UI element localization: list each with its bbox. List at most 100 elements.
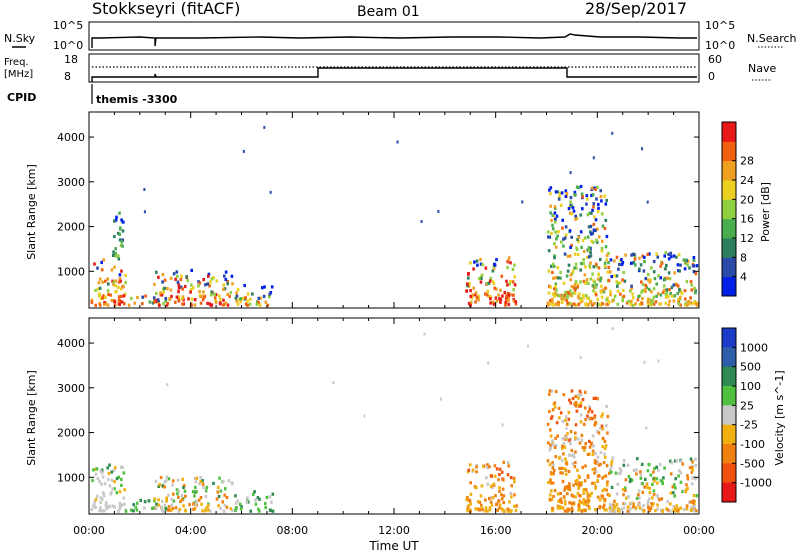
power-cell: [587, 302, 590, 306]
power-cell: [646, 200, 649, 204]
power-ytick-label: 4000: [57, 131, 85, 144]
velocity-cell: [199, 496, 203, 500]
power-cell: [264, 300, 268, 304]
power-cell: [590, 193, 593, 197]
power-cell: [111, 253, 115, 257]
velocity-cell: [180, 493, 184, 498]
velocity-cell: [652, 493, 656, 497]
power-cell: [679, 303, 682, 307]
velocity-cell: [576, 468, 579, 472]
velocity-cell: [478, 508, 482, 512]
velocity-cell: [550, 472, 553, 476]
velocity-cell: [471, 468, 475, 472]
power-cell: [90, 300, 94, 304]
power-cell: [169, 288, 173, 292]
power-colorbar-seg: [722, 122, 736, 142]
velocity-cell: [549, 481, 553, 485]
velocity-cell: [91, 478, 94, 483]
power-cell: [467, 301, 471, 306]
power-cell: [521, 200, 524, 204]
power-cell: [601, 288, 605, 292]
time-xaxis: 00:00 04:00 08:00 12:00 16:00 20:00 00:00: [73, 524, 715, 537]
power-cell: [591, 208, 594, 212]
velocity-cell: [101, 475, 105, 479]
velocity-cell: [640, 462, 644, 466]
velocity-cell: [571, 494, 575, 498]
velocity-cell: [596, 459, 599, 464]
velocity-cell: [548, 389, 552, 393]
power-cell: [467, 272, 470, 276]
velocity-cell: [685, 507, 689, 511]
power-cell: [156, 298, 160, 302]
power-cell: [554, 282, 558, 286]
velocity-cell: [199, 476, 202, 480]
velocity-cell: [498, 503, 502, 507]
velocity-cell: [550, 389, 554, 393]
velocity-cell: [497, 478, 500, 482]
velocity-cell: [502, 501, 505, 505]
power-cell: [112, 282, 115, 286]
velocity-cell: [593, 467, 597, 471]
velocity-cell: [672, 508, 675, 512]
power-cell: [589, 300, 593, 304]
power-cell: [549, 299, 552, 303]
power-cell: [625, 301, 629, 305]
velocity-cell: [661, 509, 664, 513]
velocity-cell: [606, 480, 609, 484]
velocity-cell: [176, 478, 180, 482]
velocity-cell: [551, 466, 555, 470]
velocity-cell: [100, 482, 103, 486]
power-cell: [594, 285, 597, 289]
power-cell: [605, 258, 608, 262]
power-cell: [512, 293, 515, 297]
power-cell: [562, 244, 565, 248]
velocity-cell: [143, 500, 147, 504]
power-colorbar-frame: [721, 121, 737, 297]
power-cell: [673, 271, 676, 275]
power-cell: [113, 234, 116, 239]
velocity-cell: [486, 509, 489, 513]
power-cell: [669, 291, 672, 296]
power-cell: [589, 254, 593, 258]
power-cell: [110, 268, 114, 272]
power-cell: [566, 301, 569, 305]
power-cell: [550, 264, 553, 268]
power-cell: [494, 296, 498, 300]
velocity-cell: [502, 494, 506, 498]
velocity-cell: [494, 494, 497, 498]
power-cell: [571, 206, 575, 210]
power-cell: [495, 287, 498, 291]
power-cell: [93, 262, 96, 266]
power-cell: [652, 295, 656, 299]
power-cell: [605, 198, 608, 203]
power-cell: [115, 289, 118, 293]
power-cell: [198, 281, 202, 285]
power-cell: [548, 235, 552, 239]
power-cell: [592, 228, 596, 232]
power-cell: [119, 279, 122, 283]
velocity-cell: [240, 505, 243, 509]
velocity-cell: [568, 485, 571, 489]
power-cell: [589, 246, 592, 250]
power-cell: [570, 294, 573, 298]
power-cell: [491, 280, 495, 284]
power-cell: [664, 301, 668, 305]
velocity-cell: [679, 506, 683, 510]
power-cell: [553, 242, 556, 246]
velocity-cell: [586, 414, 589, 418]
power-cell: [141, 302, 144, 306]
velocity-cell: [626, 505, 630, 509]
velocity-cell: [669, 459, 672, 463]
power-cell: [217, 294, 221, 298]
power-cell: [570, 212, 574, 216]
power-cell: [567, 291, 571, 295]
power-cell: [573, 252, 577, 256]
power-cell: [509, 261, 512, 265]
velocity-cell: [676, 508, 679, 512]
power-cell: [584, 265, 587, 269]
velocity-cell: [102, 491, 105, 495]
power-cell: [576, 283, 580, 287]
power-cell: [685, 279, 689, 284]
velocity-cell: [563, 445, 567, 449]
time-xtick-label: 16:00: [480, 524, 512, 537]
